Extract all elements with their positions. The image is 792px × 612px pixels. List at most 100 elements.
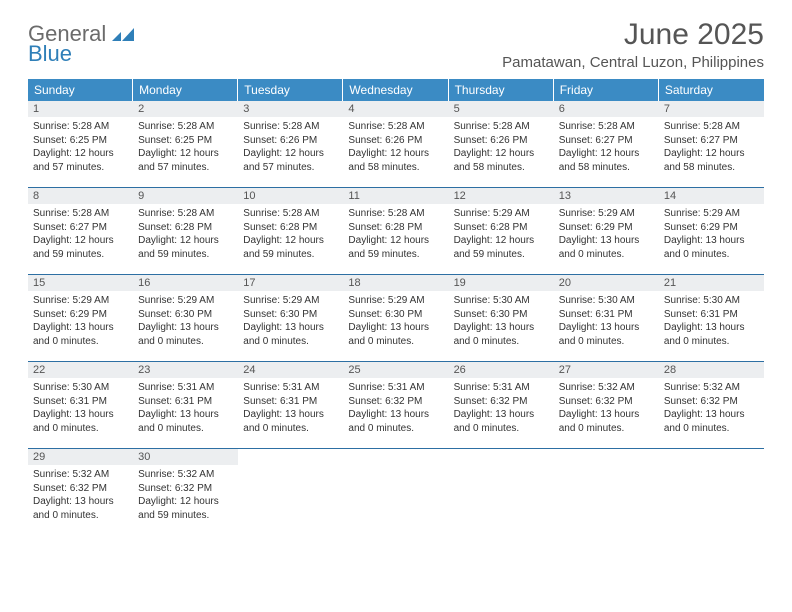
daylight-text-1: Daylight: 13 hours bbox=[33, 408, 128, 422]
sunrise-text: Sunrise: 5:30 AM bbox=[664, 294, 759, 308]
day-body: Sunrise: 5:28 AMSunset: 6:27 PMDaylight:… bbox=[554, 117, 659, 178]
day-cell: 23Sunrise: 5:31 AMSunset: 6:31 PMDayligh… bbox=[133, 362, 238, 448]
logo-flag-icon bbox=[112, 28, 138, 42]
day-number: 23 bbox=[133, 362, 238, 378]
day-cell: 7Sunrise: 5:28 AMSunset: 6:27 PMDaylight… bbox=[659, 101, 764, 187]
sunrise-text: Sunrise: 5:30 AM bbox=[559, 294, 654, 308]
day-number: 25 bbox=[343, 362, 448, 378]
day-body: Sunrise: 5:29 AMSunset: 6:29 PMDaylight:… bbox=[28, 291, 133, 352]
daylight-text-1: Daylight: 13 hours bbox=[33, 495, 128, 509]
day-cell: 19Sunrise: 5:30 AMSunset: 6:30 PMDayligh… bbox=[449, 275, 554, 361]
day-body: Sunrise: 5:28 AMSunset: 6:27 PMDaylight:… bbox=[28, 204, 133, 265]
daylight-text-1: Daylight: 12 hours bbox=[454, 234, 549, 248]
sunrise-text: Sunrise: 5:28 AM bbox=[243, 207, 338, 221]
daylight-text-2: and 0 minutes. bbox=[454, 422, 549, 436]
sunset-text: Sunset: 6:28 PM bbox=[348, 221, 443, 235]
sunrise-text: Sunrise: 5:32 AM bbox=[138, 468, 233, 482]
day-cell: 18Sunrise: 5:29 AMSunset: 6:30 PMDayligh… bbox=[343, 275, 448, 361]
daylight-text-1: Daylight: 13 hours bbox=[243, 408, 338, 422]
day-cell: 9Sunrise: 5:28 AMSunset: 6:28 PMDaylight… bbox=[133, 188, 238, 274]
daylight-text-2: and 57 minutes. bbox=[33, 161, 128, 175]
daylight-text-1: Daylight: 12 hours bbox=[243, 147, 338, 161]
daylight-text-2: and 0 minutes. bbox=[33, 422, 128, 436]
daylight-text-2: and 58 minutes. bbox=[454, 161, 549, 175]
daylight-text-2: and 0 minutes. bbox=[664, 248, 759, 262]
day-number: 14 bbox=[659, 188, 764, 204]
day-cell: 11Sunrise: 5:28 AMSunset: 6:28 PMDayligh… bbox=[343, 188, 448, 274]
sunset-text: Sunset: 6:32 PM bbox=[33, 482, 128, 496]
day-body: Sunrise: 5:28 AMSunset: 6:28 PMDaylight:… bbox=[133, 204, 238, 265]
daylight-text-1: Daylight: 13 hours bbox=[664, 321, 759, 335]
sunrise-text: Sunrise: 5:31 AM bbox=[348, 381, 443, 395]
daylight-text-1: Daylight: 12 hours bbox=[348, 147, 443, 161]
sunset-text: Sunset: 6:30 PM bbox=[243, 308, 338, 322]
day-cell: 1Sunrise: 5:28 AMSunset: 6:25 PMDaylight… bbox=[28, 101, 133, 187]
day-body: Sunrise: 5:28 AMSunset: 6:28 PMDaylight:… bbox=[343, 204, 448, 265]
sunset-text: Sunset: 6:29 PM bbox=[33, 308, 128, 322]
day-body: Sunrise: 5:30 AMSunset: 6:31 PMDaylight:… bbox=[659, 291, 764, 352]
day-number: 20 bbox=[554, 275, 659, 291]
day-body: Sunrise: 5:32 AMSunset: 6:32 PMDaylight:… bbox=[133, 465, 238, 526]
day-cell: 5Sunrise: 5:28 AMSunset: 6:26 PMDaylight… bbox=[449, 101, 554, 187]
sunrise-text: Sunrise: 5:28 AM bbox=[664, 120, 759, 134]
weekday-sunday: Sunday bbox=[28, 79, 133, 101]
month-title: June 2025 bbox=[502, 18, 764, 52]
daylight-text-2: and 0 minutes. bbox=[559, 335, 654, 349]
day-body: Sunrise: 5:29 AMSunset: 6:28 PMDaylight:… bbox=[449, 204, 554, 265]
sunrise-text: Sunrise: 5:32 AM bbox=[33, 468, 128, 482]
sunrise-text: Sunrise: 5:28 AM bbox=[138, 120, 233, 134]
sunset-text: Sunset: 6:27 PM bbox=[33, 221, 128, 235]
daylight-text-1: Daylight: 12 hours bbox=[243, 234, 338, 248]
daylight-text-1: Daylight: 12 hours bbox=[348, 234, 443, 248]
daylight-text-1: Daylight: 12 hours bbox=[664, 147, 759, 161]
day-body: Sunrise: 5:30 AMSunset: 6:30 PMDaylight:… bbox=[449, 291, 554, 352]
day-number: 2 bbox=[133, 101, 238, 117]
day-cell: 16Sunrise: 5:29 AMSunset: 6:30 PMDayligh… bbox=[133, 275, 238, 361]
daylight-text-1: Daylight: 13 hours bbox=[454, 321, 549, 335]
sunrise-text: Sunrise: 5:29 AM bbox=[454, 207, 549, 221]
day-cell: 30Sunrise: 5:32 AMSunset: 6:32 PMDayligh… bbox=[133, 449, 238, 535]
daylight-text-2: and 0 minutes. bbox=[559, 422, 654, 436]
sunrise-text: Sunrise: 5:29 AM bbox=[664, 207, 759, 221]
day-number: 29 bbox=[28, 449, 133, 465]
week-row: 22Sunrise: 5:30 AMSunset: 6:31 PMDayligh… bbox=[28, 362, 764, 449]
day-number: 17 bbox=[238, 275, 343, 291]
day-cell: 24Sunrise: 5:31 AMSunset: 6:31 PMDayligh… bbox=[238, 362, 343, 448]
daylight-text-1: Daylight: 12 hours bbox=[33, 234, 128, 248]
sunrise-text: Sunrise: 5:28 AM bbox=[33, 207, 128, 221]
day-cell: 29 Sunrise: 5:32 AMSunset: 6:32 PMDayligh… bbox=[28, 449, 133, 535]
sunrise-text: Sunrise: 5:28 AM bbox=[243, 120, 338, 134]
week-row: 15Sunrise: 5:29 AMSunset: 6:29 PMDayligh… bbox=[28, 275, 764, 362]
daylight-text-2: and 59 minutes. bbox=[138, 509, 233, 523]
sunrise-text: Sunrise: 5:29 AM bbox=[559, 207, 654, 221]
day-cell: 15Sunrise: 5:29 AMSunset: 6:29 PMDayligh… bbox=[28, 275, 133, 361]
day-body: Sunrise: 5:30 AMSunset: 6:31 PMDaylight:… bbox=[28, 378, 133, 439]
week-row: 29Sunrise: 5:32 AMSunset: 6:32 PMDayligh… bbox=[28, 449, 764, 535]
sunset-text: Sunset: 6:31 PM bbox=[138, 395, 233, 409]
day-cell: 28Sunrise: 5:32 AMSunset: 6:32 PMDayligh… bbox=[659, 362, 764, 448]
sunset-text: Sunset: 6:28 PM bbox=[454, 221, 549, 235]
day-number: 22 bbox=[28, 362, 133, 378]
sunset-text: Sunset: 6:25 PM bbox=[138, 134, 233, 148]
sunset-text: Sunset: 6:31 PM bbox=[559, 308, 654, 322]
sunset-text: Sunset: 6:27 PM bbox=[559, 134, 654, 148]
daylight-text-2: and 59 minutes. bbox=[454, 248, 549, 262]
day-cell: 3Sunrise: 5:28 AMSunset: 6:26 PMDaylight… bbox=[238, 101, 343, 187]
daylight-text-2: and 0 minutes. bbox=[559, 248, 654, 262]
day-number: 9 bbox=[133, 188, 238, 204]
calendar: Sunday Monday Tuesday Wednesday Thursday… bbox=[28, 79, 764, 535]
sunrise-text: Sunrise: 5:28 AM bbox=[559, 120, 654, 134]
day-number: 6 bbox=[554, 101, 659, 117]
sunset-text: Sunset: 6:30 PM bbox=[348, 308, 443, 322]
daylight-text-1: Daylight: 13 hours bbox=[348, 321, 443, 335]
sunset-text: Sunset: 6:29 PM bbox=[664, 221, 759, 235]
sunset-text: Sunset: 6:32 PM bbox=[559, 395, 654, 409]
day-cell: 13Sunrise: 5:29 AMSunset: 6:29 PMDayligh… bbox=[554, 188, 659, 274]
daylight-text-2: and 0 minutes. bbox=[33, 335, 128, 349]
daylight-text-2: and 0 minutes. bbox=[348, 422, 443, 436]
sunset-text: Sunset: 6:30 PM bbox=[454, 308, 549, 322]
sunset-text: Sunset: 6:25 PM bbox=[33, 134, 128, 148]
sunset-text: Sunset: 6:30 PM bbox=[138, 308, 233, 322]
daylight-text-1: Daylight: 12 hours bbox=[138, 495, 233, 509]
day-number: 3 bbox=[238, 101, 343, 117]
